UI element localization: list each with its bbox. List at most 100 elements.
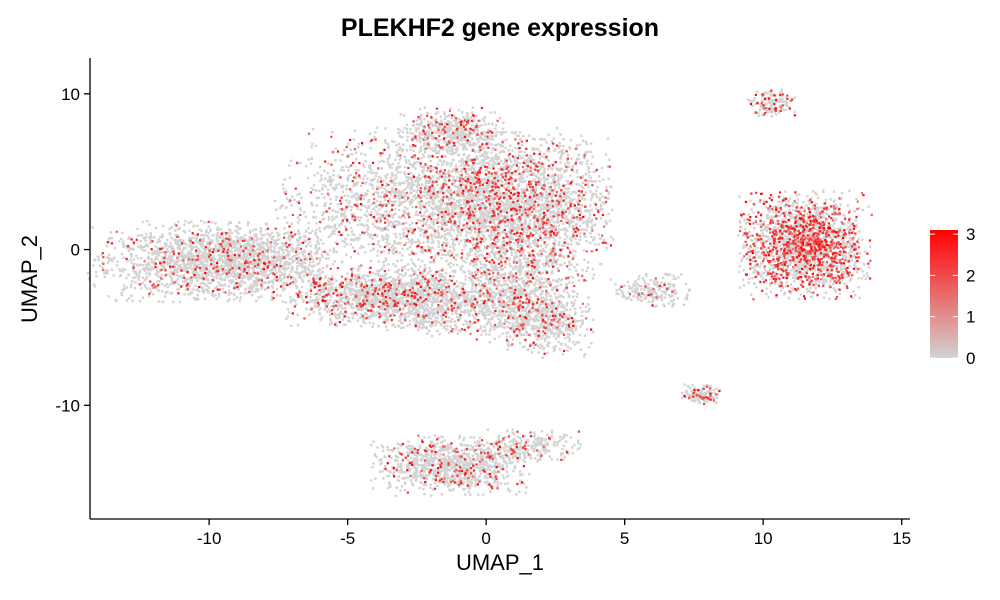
cell-point — [503, 214, 506, 218]
cell-point — [166, 250, 170, 253]
cell-point — [471, 187, 475, 191]
cell-point — [488, 269, 492, 272]
cell-point — [567, 248, 571, 252]
cell-point — [502, 162, 505, 165]
cell-point — [299, 262, 303, 265]
cell-point — [539, 137, 542, 141]
cell-point — [458, 230, 461, 233]
cell-point — [105, 256, 109, 259]
cell-point — [379, 200, 382, 204]
cell-point — [422, 204, 425, 208]
cell-point — [425, 142, 429, 145]
cell-point — [267, 281, 270, 285]
cell-point — [555, 126, 559, 130]
cell-point — [443, 175, 446, 178]
cell-point — [437, 207, 440, 210]
cell-point — [176, 260, 180, 264]
cell-point — [352, 267, 355, 270]
cell-point — [156, 257, 159, 260]
cell-point — [563, 213, 566, 216]
cell-point — [458, 214, 461, 217]
cell-point — [559, 133, 562, 136]
cell-point — [110, 237, 114, 240]
cell-point — [410, 180, 413, 183]
cell-point — [485, 157, 488, 160]
cell-point — [142, 236, 145, 240]
cell-point — [479, 137, 483, 140]
cell-point — [499, 212, 503, 215]
cell-point — [153, 251, 157, 255]
cell-point — [577, 157, 581, 160]
cell-point — [500, 150, 504, 153]
cell-point — [293, 279, 296, 282]
cell-point — [261, 256, 264, 260]
cell-point — [226, 240, 229, 244]
cell-point — [488, 235, 492, 239]
cell-point — [406, 263, 410, 266]
cell-point — [386, 160, 390, 164]
cell-point — [407, 183, 410, 186]
cell-point — [142, 245, 146, 249]
cell-point — [385, 237, 388, 240]
cell-point — [394, 246, 397, 250]
cell-point — [217, 281, 220, 284]
cell-point — [442, 178, 446, 181]
cell-point — [118, 268, 121, 271]
cell-point — [264, 288, 267, 291]
cell-point — [446, 140, 449, 143]
cell-point — [523, 180, 527, 183]
cell-point — [469, 168, 473, 171]
cell-point — [523, 204, 526, 207]
cell-point — [501, 241, 504, 244]
cell-point — [562, 144, 565, 148]
cell-point — [166, 290, 169, 293]
cell-point — [148, 287, 152, 290]
cell-point — [365, 181, 368, 184]
cell-point — [276, 259, 280, 262]
cell-point — [487, 278, 491, 281]
cell-point — [487, 156, 491, 160]
cell-point — [266, 242, 270, 245]
cell-point — [376, 218, 380, 221]
cell-point — [222, 269, 226, 273]
cell-point — [331, 178, 334, 181]
cell-point — [465, 167, 468, 171]
cell-point — [354, 151, 358, 154]
cell-point — [404, 187, 407, 191]
cell-point — [304, 245, 308, 248]
cell-point — [355, 198, 359, 202]
cell-point — [207, 236, 210, 239]
cell-point — [427, 204, 431, 207]
cell-point — [221, 238, 225, 241]
cell-point — [393, 239, 396, 243]
cell-point — [440, 234, 444, 238]
cell-point — [581, 139, 585, 143]
cell-point — [327, 194, 330, 197]
cell-point — [195, 259, 199, 263]
cell-point — [263, 260, 266, 263]
cell-point — [521, 135, 525, 138]
cell-point — [546, 230, 550, 233]
cell-point — [554, 148, 558, 151]
cell-point — [243, 281, 247, 285]
cell-point — [524, 239, 527, 243]
cell-point — [394, 158, 397, 162]
cell-point — [410, 201, 413, 204]
cell-point — [451, 211, 454, 214]
cell-point — [433, 202, 436, 205]
cell-point — [563, 193, 567, 196]
cell-point — [447, 262, 451, 266]
cell-point — [192, 296, 196, 300]
cell-point — [515, 234, 518, 237]
cell-point — [554, 232, 557, 236]
cell-point — [417, 258, 420, 261]
cell-point — [147, 261, 150, 265]
cell-point — [304, 235, 307, 238]
cell-point — [123, 243, 126, 247]
cell-point — [397, 142, 400, 146]
cell-point — [183, 223, 186, 227]
cell-point — [343, 217, 346, 220]
cell-point — [183, 256, 186, 259]
cell-point — [480, 253, 483, 256]
cell-point — [249, 262, 252, 265]
